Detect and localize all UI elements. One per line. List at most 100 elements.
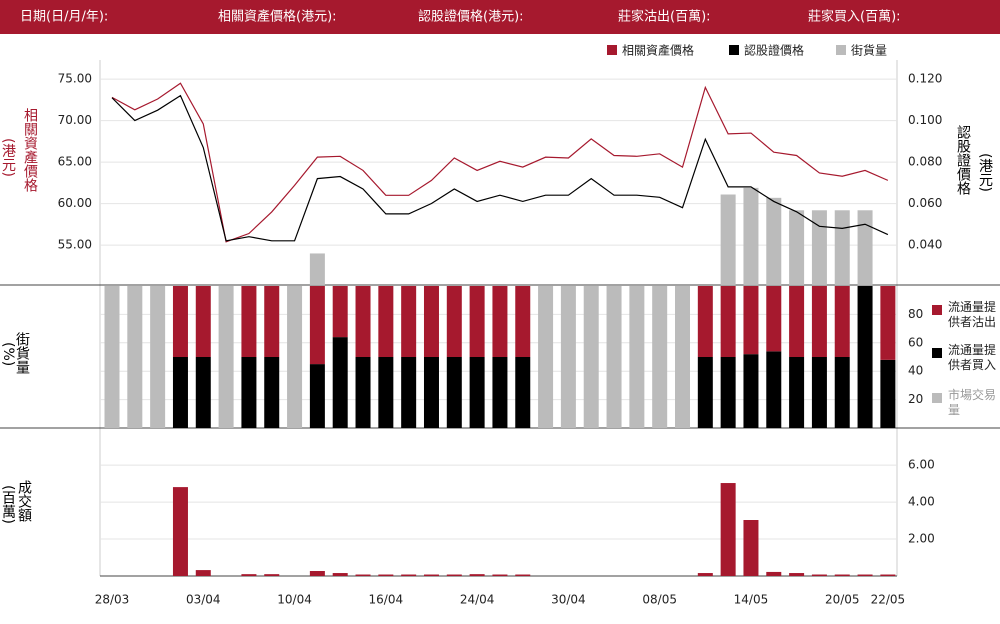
turnover-bar [492, 574, 508, 576]
tick-label: 60.00 [58, 196, 92, 210]
turnover-bar [332, 573, 348, 576]
share-bar [538, 286, 554, 428]
share-bar [652, 286, 668, 428]
share-bar [355, 357, 371, 428]
share-bar [834, 286, 850, 357]
outstanding-bar [743, 187, 759, 285]
share-bar [401, 357, 417, 428]
share-bar [629, 286, 645, 428]
share-bar [172, 286, 188, 357]
tick-label: 0.040 [908, 237, 942, 251]
outstanding-bar [766, 197, 782, 285]
header-label: 相關資產價格(港元): [218, 9, 337, 25]
tick-label: 0.080 [908, 155, 942, 169]
tick-label: 75.00 [58, 72, 92, 86]
share-bar [492, 286, 508, 357]
x-tick-label: 24/04 [460, 593, 495, 607]
y-unit: (%) [0, 342, 16, 366]
share-bar [264, 357, 280, 428]
tick-label: 70.00 [58, 113, 92, 127]
turnover-bar [446, 574, 462, 576]
turnover-bar [355, 574, 371, 576]
share-bar [241, 286, 257, 357]
x-tick-label: 10/04 [277, 593, 312, 607]
turnover-bar [264, 574, 280, 576]
tick-label: 2.00 [908, 532, 935, 546]
turnover-bar [697, 573, 713, 576]
turnover-bar [241, 574, 257, 576]
turnover-bar [766, 571, 782, 576]
share-bar [378, 357, 394, 428]
share-bar [355, 286, 371, 357]
share-bar [332, 337, 348, 428]
share-bar [583, 286, 599, 428]
legend-swatch [932, 348, 942, 358]
share-bar [515, 357, 531, 428]
share-bar [811, 286, 827, 357]
share-bar [606, 286, 622, 428]
tick-label: 6.00 [908, 458, 935, 472]
y-label: 街貨量 [14, 332, 30, 374]
share-bar [766, 286, 782, 352]
share-bar [469, 286, 485, 357]
share-bar [104, 286, 120, 428]
tick-label: 0.100 [908, 113, 942, 127]
x-tick-label: 14/05 [734, 593, 769, 607]
share-bar [309, 286, 325, 365]
legend-swatch [836, 45, 846, 55]
share-bar [309, 364, 325, 428]
outstanding-bar [720, 194, 736, 285]
y-label: 相關資產價格 [22, 108, 38, 192]
share-bar [697, 357, 713, 428]
tick-label: 80 [908, 307, 923, 321]
share-bar [378, 286, 394, 357]
legend-label: 相關資產價格 [622, 43, 694, 58]
turnover-bar [834, 574, 850, 576]
legend-swatch [932, 393, 942, 403]
share-bar [880, 359, 896, 428]
share-bar [423, 286, 439, 357]
share-bar [469, 357, 485, 428]
share-bar [127, 286, 143, 428]
header-label: 莊家買入(百萬): [808, 9, 901, 25]
share-bar [150, 286, 166, 428]
share-bar [241, 357, 257, 428]
share-bar [789, 357, 805, 428]
share-bar [195, 286, 211, 357]
tick-label: 55.00 [58, 238, 92, 252]
turnover-bar [378, 574, 394, 576]
turnover-bar [172, 487, 188, 576]
outstanding-bar [834, 210, 850, 285]
y2-unit: (港元) [977, 153, 993, 192]
turnover-bar [309, 571, 325, 576]
share-bar [675, 286, 690, 428]
share-bar [218, 286, 234, 428]
share-bar [401, 286, 417, 357]
share-bar [195, 357, 211, 428]
x-tick-label: 03/04 [186, 593, 221, 607]
share-bar [811, 357, 827, 428]
share-bar [857, 286, 873, 428]
share-bar [789, 286, 805, 357]
share-bar [515, 286, 531, 357]
turnover-bar [880, 574, 896, 576]
legend-swatch [607, 45, 617, 55]
share-bar [446, 357, 462, 428]
turnover-bar [743, 520, 759, 576]
legend-label: 街貨量 [851, 43, 887, 58]
share-bar [880, 286, 896, 360]
share-bar [332, 286, 348, 338]
outstanding-bar [309, 253, 325, 285]
x-tick-label: 16/04 [369, 593, 404, 607]
outstanding-bar [811, 210, 827, 285]
tick-label: 4.00 [908, 495, 935, 509]
legend-label: 認股證價格 [744, 43, 804, 58]
share-bar [697, 286, 713, 357]
share-bar [834, 357, 850, 428]
legend-swatch [729, 45, 739, 55]
y-unit: (百萬) [0, 485, 16, 524]
legend-label: 流通量提供者買入 [948, 343, 997, 372]
turnover-bar [515, 574, 531, 576]
legend-label: 流通量提供者沽出 [948, 300, 997, 329]
